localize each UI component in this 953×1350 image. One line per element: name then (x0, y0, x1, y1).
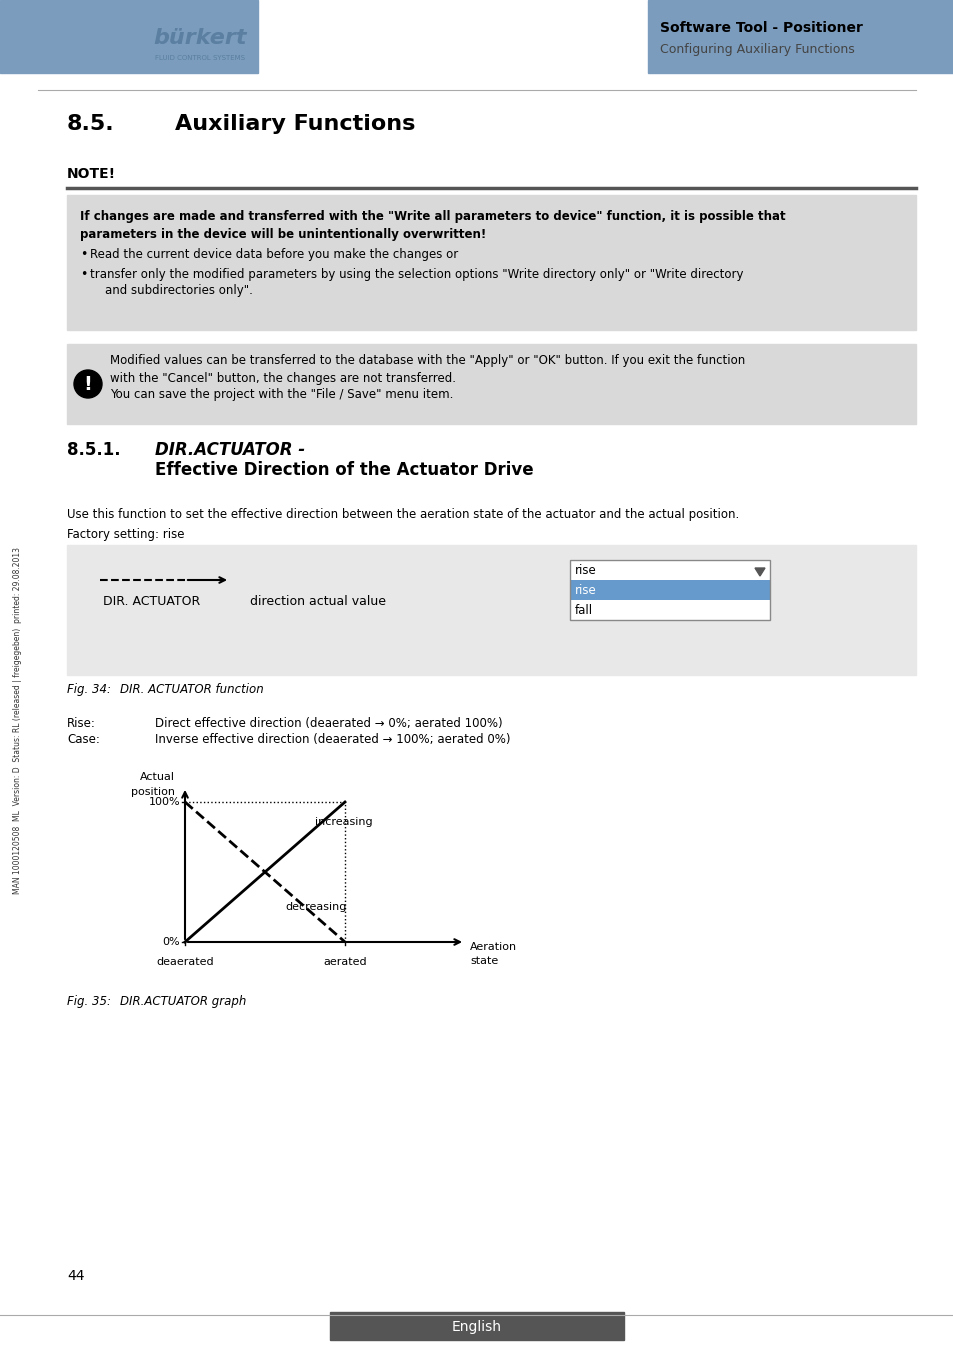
Text: DIR.ACTUATOR -: DIR.ACTUATOR - (154, 441, 305, 459)
Text: direction actual value: direction actual value (250, 595, 386, 608)
Bar (647, 0, 953, 73)
Text: 8.5.: 8.5. (67, 113, 114, 134)
Text: Modified values can be transferred to the database with the "Apply" or "OK" butt: Modified values can be transferred to th… (110, 354, 744, 367)
Text: Use this function to set the effective direction between the aeration state of t: Use this function to set the effective d… (67, 508, 739, 521)
Text: Rise:: Rise: (67, 717, 95, 730)
Text: NOTE!: NOTE! (67, 167, 116, 181)
Text: rise: rise (575, 585, 597, 597)
Text: !: ! (84, 374, 92, 393)
Text: You can save the project with the "File / Save" menu item.: You can save the project with the "File … (110, 387, 453, 401)
Text: MAN 1000120508  ML  Version: D  Status: RL (released | freigegeben)  printed: 29: MAN 1000120508 ML Version: D Status: RL … (13, 547, 23, 894)
Text: DIR.ACTUATOR graph: DIR.ACTUATOR graph (120, 995, 246, 1008)
Text: Software Tool - Positioner: Software Tool - Positioner (659, 22, 862, 35)
Circle shape (74, 370, 102, 398)
Text: bürkert: bürkert (153, 28, 247, 49)
Text: 0%: 0% (162, 937, 180, 946)
Text: 100%: 100% (149, 796, 180, 807)
Text: 44: 44 (67, 1269, 85, 1282)
Text: Case:: Case: (67, 733, 100, 747)
Bar (569, 560, 769, 620)
Text: Factory setting: rise: Factory setting: rise (67, 528, 184, 541)
Text: 8.5.1.: 8.5.1. (67, 441, 120, 459)
Text: Configuring Auxiliary Functions: Configuring Auxiliary Functions (659, 43, 854, 57)
Bar (569, 560, 769, 580)
Text: deaerated: deaerated (156, 957, 213, 967)
Text: increasing: increasing (314, 817, 373, 828)
Bar (67, 545, 915, 675)
Text: state: state (470, 956, 497, 967)
Text: DIR. ACTUATOR: DIR. ACTUATOR (103, 595, 200, 608)
Text: Fig. 35:: Fig. 35: (67, 995, 111, 1008)
Text: Effective Direction of the Actuator Drive: Effective Direction of the Actuator Driv… (154, 460, 533, 479)
Text: English: English (452, 1320, 501, 1334)
Text: fall: fall (575, 603, 593, 617)
Text: DIR. ACTUATOR function: DIR. ACTUATOR function (120, 683, 263, 697)
Bar (67, 344, 915, 424)
Text: aerated: aerated (323, 957, 366, 967)
Text: Aeration: Aeration (470, 942, 517, 952)
Text: parameters in the device will be unintentionally overwritten!: parameters in the device will be uninten… (80, 228, 486, 242)
Bar (0, 0, 257, 73)
Text: Direct effective direction (deaerated → 0%; aerated 100%): Direct effective direction (deaerated → … (154, 717, 502, 730)
Text: Read the current device data before you make the changes or: Read the current device data before you … (90, 248, 457, 261)
Bar (67, 194, 915, 329)
Bar (330, 1312, 623, 1341)
Polygon shape (754, 568, 764, 576)
Text: rise: rise (575, 564, 597, 576)
Text: If changes are made and transferred with the "Write all parameters to device" fu: If changes are made and transferred with… (80, 211, 785, 223)
Text: and subdirectories only".: and subdirectories only". (90, 284, 253, 297)
Text: transfer only the modified parameters by using the selection options "Write dire: transfer only the modified parameters by… (90, 269, 742, 281)
Text: Auxiliary Functions: Auxiliary Functions (174, 113, 415, 134)
Text: •: • (80, 248, 88, 261)
Bar (569, 580, 769, 599)
Text: Inverse effective direction (deaerated → 100%; aerated 0%): Inverse effective direction (deaerated →… (154, 733, 510, 747)
Text: FLUID CONTROL SYSTEMS: FLUID CONTROL SYSTEMS (154, 55, 245, 61)
Bar (569, 599, 769, 620)
Bar (67, 767, 915, 987)
Text: Actual: Actual (140, 772, 174, 782)
Text: Fig. 34:: Fig. 34: (67, 683, 111, 697)
Text: position: position (131, 787, 174, 796)
Text: •: • (80, 269, 88, 281)
Text: decreasing: decreasing (285, 902, 346, 913)
Text: with the "Cancel" button, the changes are not transferred.: with the "Cancel" button, the changes ar… (110, 373, 456, 385)
